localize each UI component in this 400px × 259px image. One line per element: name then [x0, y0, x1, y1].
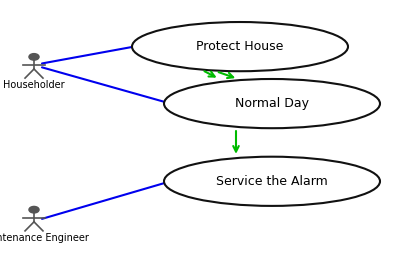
- Ellipse shape: [132, 22, 348, 71]
- Circle shape: [29, 206, 39, 213]
- Text: Normal Day: Normal Day: [235, 97, 309, 110]
- Ellipse shape: [164, 157, 380, 206]
- Text: Maintenance Engineer: Maintenance Engineer: [0, 233, 89, 243]
- Text: Service the Alarm: Service the Alarm: [216, 175, 328, 188]
- Circle shape: [29, 54, 39, 60]
- Ellipse shape: [164, 79, 380, 128]
- Text: Protect House: Protect House: [196, 40, 284, 53]
- Text: Householder: Householder: [3, 80, 65, 90]
